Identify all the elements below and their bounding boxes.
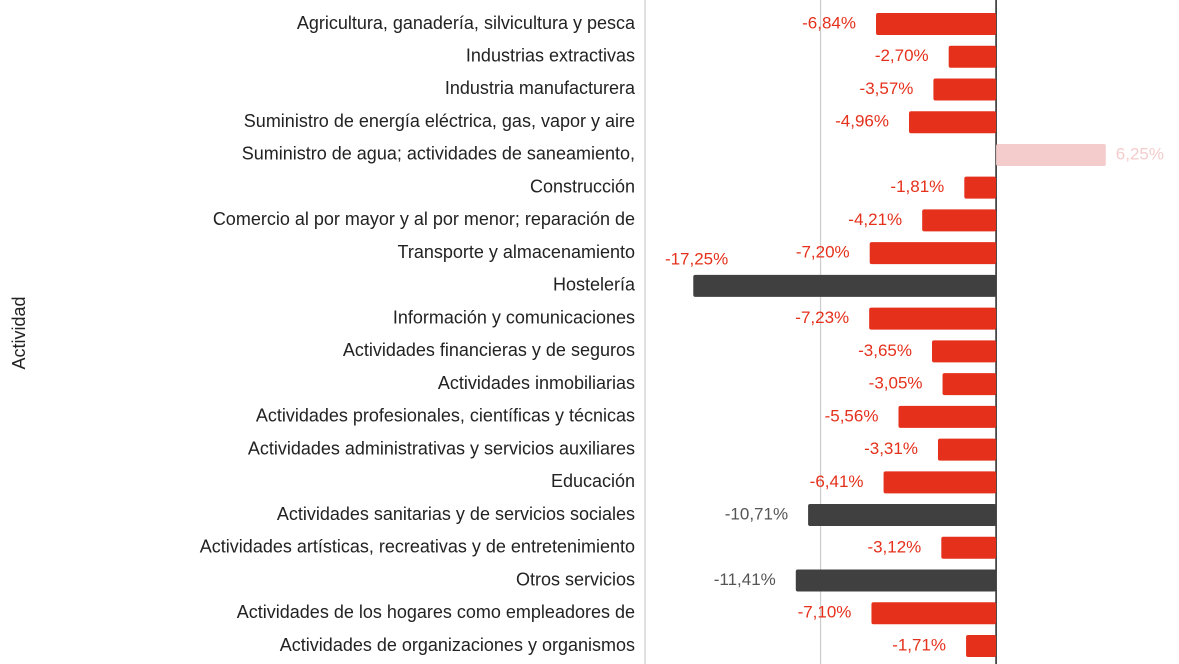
y-tick-label: Industria manufacturera bbox=[445, 78, 636, 98]
value-label: -3,31% bbox=[864, 439, 918, 458]
value-label: -1,71% bbox=[892, 635, 946, 654]
bar bbox=[869, 242, 997, 265]
value-label: -17,25% bbox=[665, 249, 728, 268]
y-tick-label: Actividades artísticas, recreativas y de… bbox=[200, 537, 635, 557]
bar bbox=[869, 307, 997, 330]
value-label: -6,84% bbox=[802, 13, 856, 32]
bar bbox=[871, 602, 997, 625]
y-tick-label: Comercio al por mayor y al por menor; re… bbox=[213, 209, 635, 229]
y-tick-label: Transporte y almacenamiento bbox=[398, 242, 635, 262]
y-tick-label: Industrias extractivas bbox=[466, 45, 635, 65]
value-label: -3,12% bbox=[867, 537, 921, 556]
y-tick-label: Hostelería bbox=[553, 275, 636, 295]
value-label: -3,05% bbox=[869, 374, 923, 393]
value-label: -7,10% bbox=[798, 603, 852, 622]
bar bbox=[996, 143, 1106, 166]
bar bbox=[922, 209, 997, 232]
bar bbox=[966, 635, 997, 657]
value-label: -7,20% bbox=[796, 243, 850, 262]
value-label: -1,81% bbox=[890, 177, 944, 196]
bar bbox=[693, 274, 997, 297]
value-label: -7,23% bbox=[795, 308, 849, 327]
y-axis-title: Actividad bbox=[9, 296, 29, 369]
y-tick-label: Actividades administrativas y servicios … bbox=[248, 438, 635, 458]
bar bbox=[942, 373, 997, 396]
value-label: 6,25% bbox=[1116, 144, 1164, 163]
y-tick-label: Actividades financieras y de seguros bbox=[343, 340, 635, 360]
value-label: -4,21% bbox=[848, 210, 902, 229]
value-label: -5,56% bbox=[825, 406, 879, 425]
y-tick-label: Suministro de agua; actividades de sanea… bbox=[242, 144, 635, 164]
bar bbox=[932, 340, 997, 363]
bar bbox=[948, 45, 997, 68]
y-tick-label: Actividades sanitarias y de servicios so… bbox=[277, 504, 635, 524]
y-tick-label: Educación bbox=[551, 471, 635, 491]
value-label: -3,57% bbox=[860, 79, 914, 98]
value-label: -3,65% bbox=[858, 341, 912, 360]
bar bbox=[883, 471, 997, 494]
y-tick-label: Actividades inmobiliarias bbox=[438, 373, 635, 393]
bar bbox=[964, 176, 997, 199]
y-tick-label: Otros servicios bbox=[516, 569, 635, 589]
y-tick-label: Actividades de los hogares como empleado… bbox=[237, 602, 635, 622]
y-tick-label: Actividades profesionales, científicas y… bbox=[256, 406, 635, 426]
bar bbox=[909, 111, 997, 134]
y-tick-label: Información y comunicaciones bbox=[393, 307, 635, 327]
y-tick-label: Suministro de energía eléctrica, gas, va… bbox=[244, 111, 635, 131]
bar bbox=[898, 405, 997, 428]
bar bbox=[933, 78, 997, 101]
bar bbox=[795, 569, 997, 592]
bar bbox=[808, 504, 997, 527]
value-label: -11,41% bbox=[714, 570, 776, 589]
bar bbox=[937, 438, 997, 461]
y-tick-label: Actividades de organizaciones y organism… bbox=[280, 635, 635, 655]
y-tick-label: Construcción bbox=[530, 176, 635, 196]
bar bbox=[941, 536, 997, 559]
value-label: -2,70% bbox=[875, 46, 929, 65]
value-label: -4,96% bbox=[835, 112, 889, 131]
value-label: -6,41% bbox=[810, 472, 864, 491]
y-tick-label: Agricultura, ganadería, silvicultura y p… bbox=[297, 13, 636, 33]
bar bbox=[876, 13, 997, 35]
value-label: -10,71% bbox=[725, 505, 788, 524]
